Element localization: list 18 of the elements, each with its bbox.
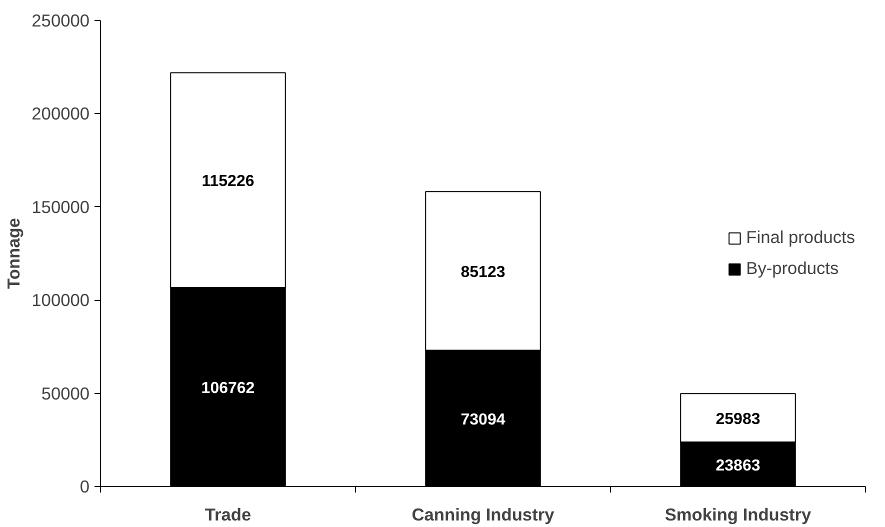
data-label: 25983 bbox=[716, 410, 760, 428]
y-tick-label: 150000 bbox=[32, 196, 90, 217]
x-tick-label: Canning Industry bbox=[412, 504, 555, 524]
data-label: 106762 bbox=[201, 380, 255, 397]
y-tick-label: 0 bbox=[80, 476, 90, 496]
data-label: 85123 bbox=[460, 264, 506, 281]
legend-label: Final products bbox=[746, 227, 855, 248]
y-tick-label: 200000 bbox=[32, 104, 90, 124]
data-label: 115226 bbox=[202, 173, 254, 190]
data-label: 73094 bbox=[460, 411, 506, 428]
y-tick-label: 100000 bbox=[32, 290, 90, 310]
legend-label: By-products bbox=[746, 258, 839, 279]
y-tick-label: 50000 bbox=[41, 383, 90, 404]
data-label: 23863 bbox=[716, 457, 760, 474]
y-tick-label: 250000 bbox=[32, 10, 90, 30]
x-tick-label: Smoking Industry bbox=[664, 504, 812, 524]
x-tick-label: Trade bbox=[204, 504, 252, 524]
y-axis-title: Tonnage bbox=[4, 218, 24, 289]
